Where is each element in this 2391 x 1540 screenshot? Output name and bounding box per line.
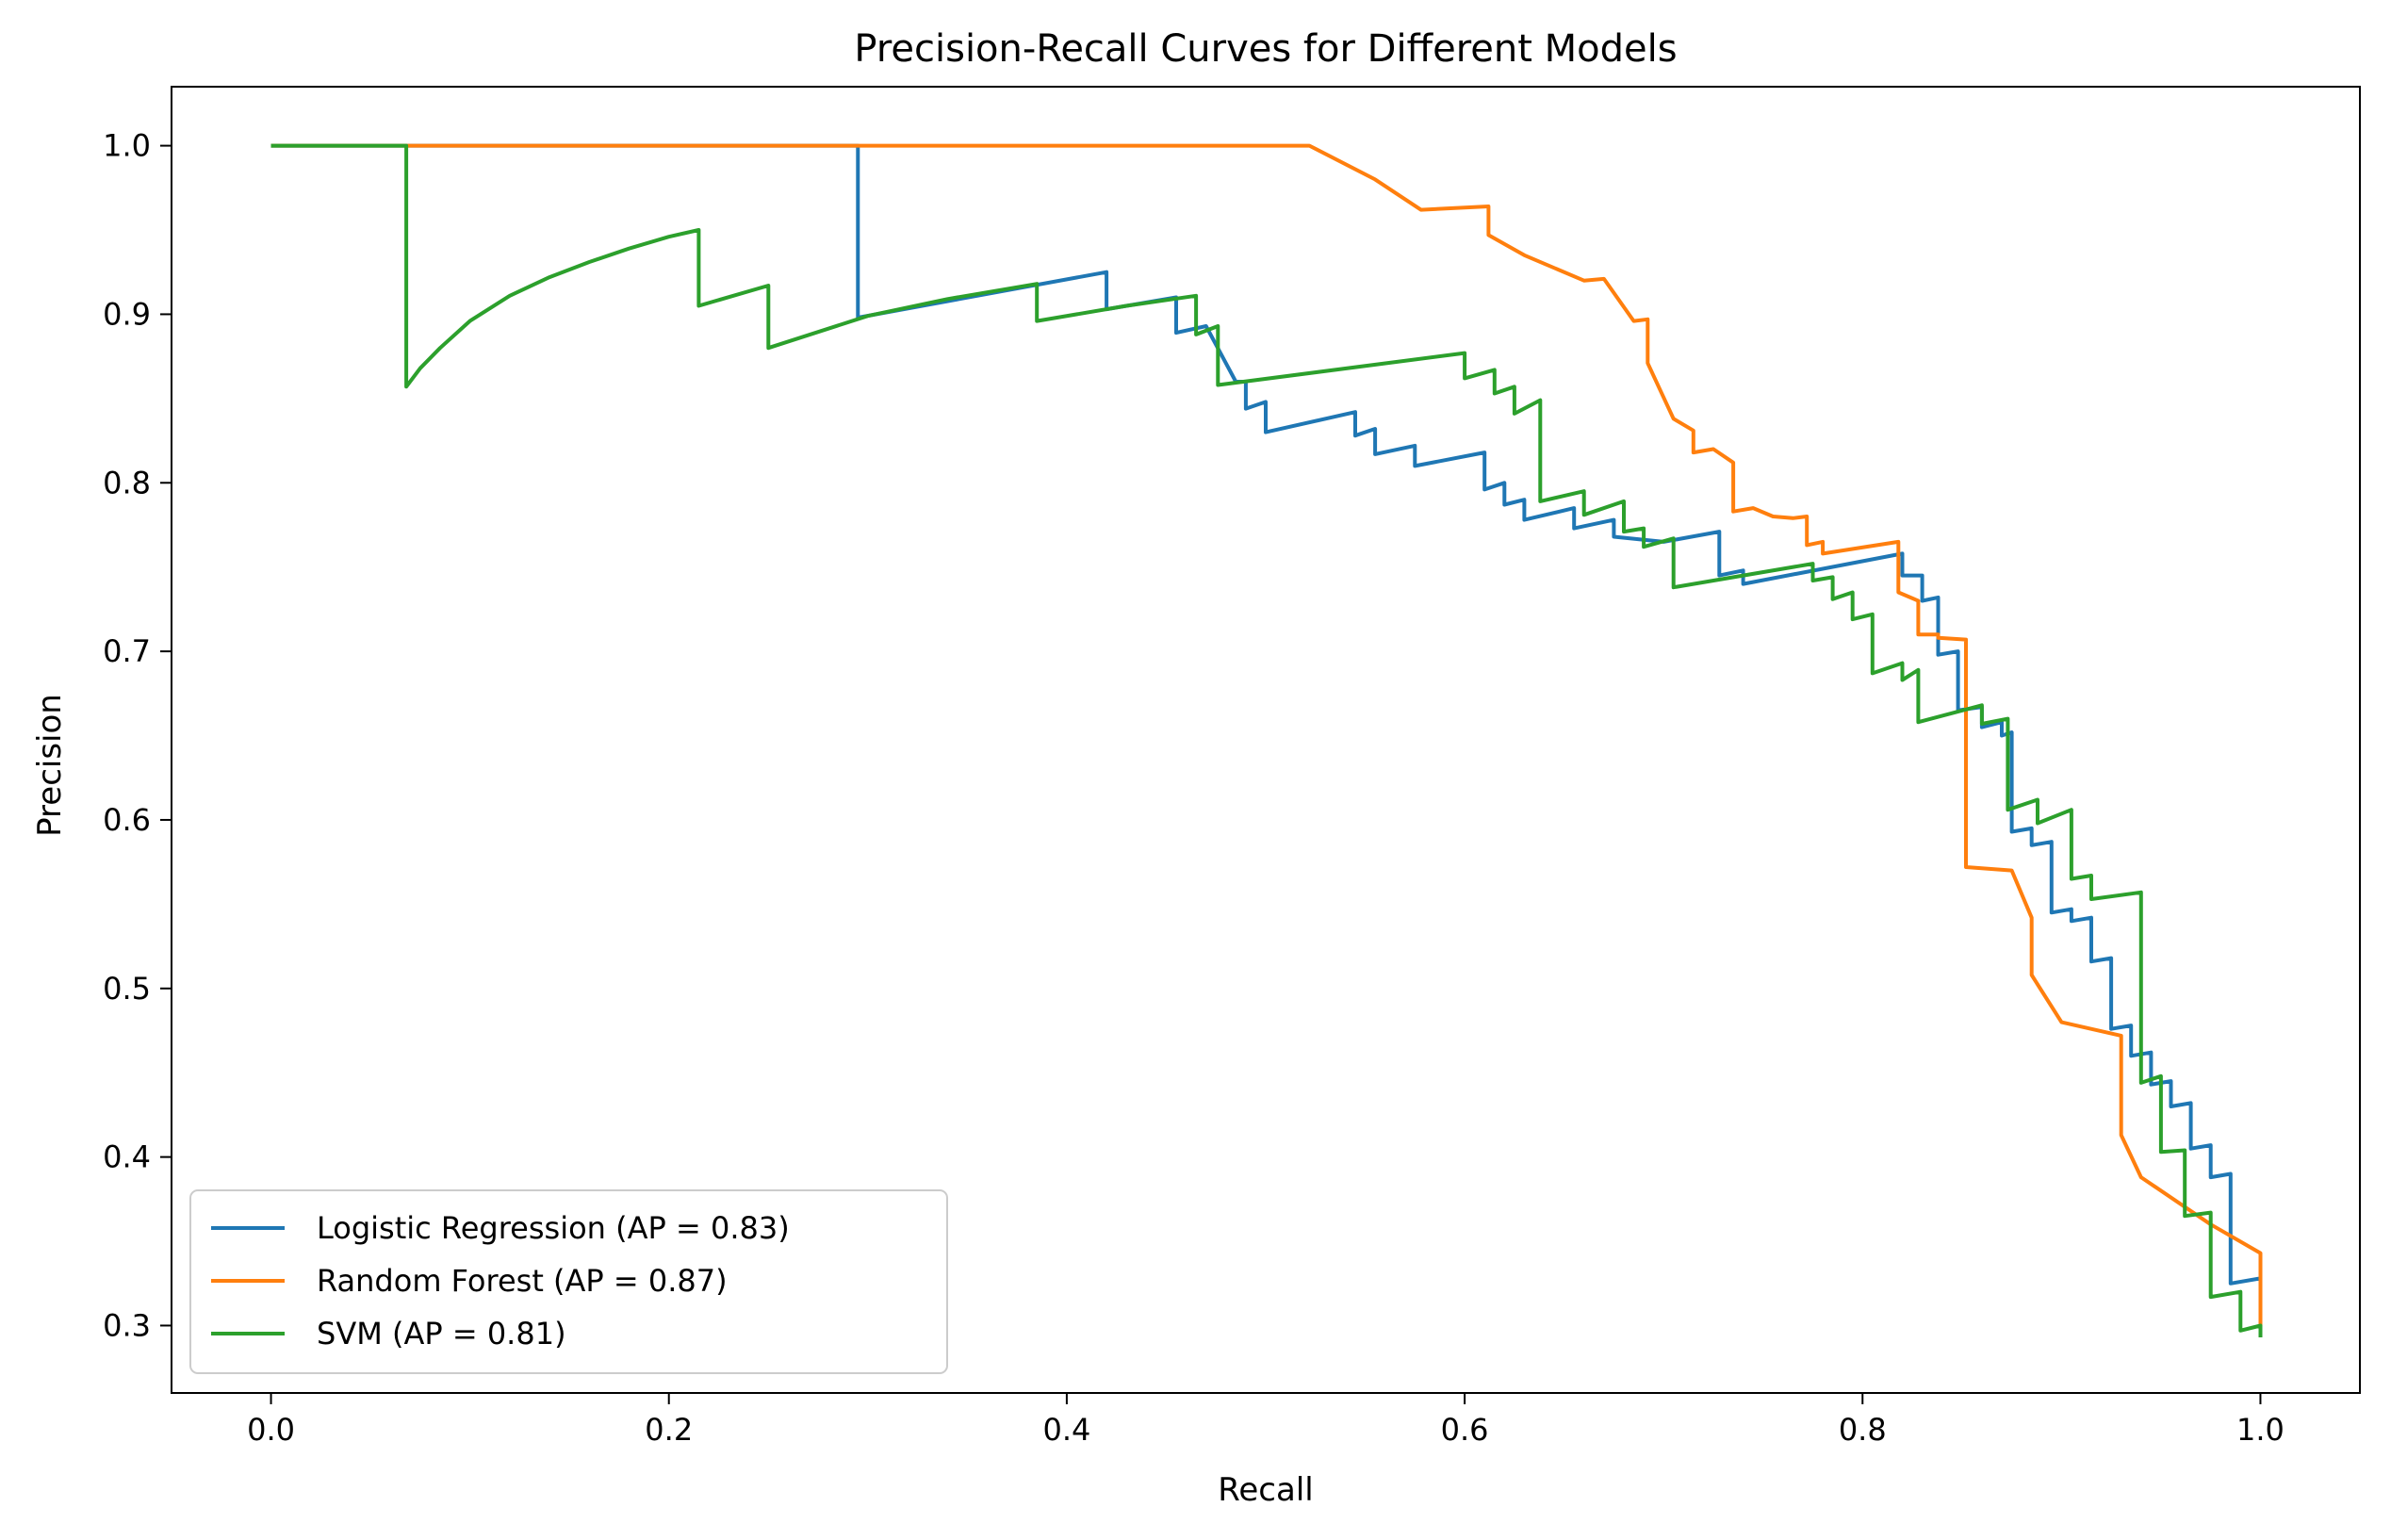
x-tick-label: 1.0	[2236, 1412, 2285, 1448]
legend-box	[189, 1189, 948, 1374]
x-tick-label: 0.2	[645, 1412, 693, 1448]
legend: Logistic Regression (AP = 0.83) Random Fo…	[189, 1189, 948, 1374]
series-layer	[270, 143, 2263, 1337]
series-line-1	[270, 143, 2263, 1326]
series-line-2	[270, 143, 2263, 1337]
y-tick-label: 0.5	[103, 971, 151, 1007]
y-tick-label: 0.3	[103, 1307, 151, 1343]
y-tick-label: 0.9	[103, 296, 151, 332]
series-line-0	[270, 143, 2263, 1326]
x-tick-label: 0.8	[1839, 1412, 1887, 1448]
legend-label-2: SVM (AP = 0.81)	[317, 1316, 566, 1352]
y-tick-label: 0.7	[103, 633, 151, 669]
y-tick-label: 0.8	[103, 465, 151, 500]
x-axis: 0.0 0.2 0.4 0.6 0.8 1.0	[247, 1393, 2285, 1448]
plot-area-frame	[171, 86, 2361, 1394]
y-axis-label: Precision	[31, 694, 69, 837]
y-tick-label: 0.6	[103, 802, 151, 838]
x-tick-label: 0.4	[1042, 1412, 1090, 1448]
legend-label-0: Logistic Regression (AP = 0.83)	[317, 1210, 790, 1246]
x-tick-label: 0.0	[247, 1412, 295, 1448]
y-tick-label: 1.0	[103, 128, 151, 164]
legend-label-1: Random Forest (AP = 0.87)	[317, 1263, 728, 1299]
chart-title: Precision-Recall Curves for Different Mo…	[854, 27, 1677, 71]
x-tick-label: 0.6	[1441, 1412, 1489, 1448]
y-tick-label: 0.4	[103, 1139, 151, 1175]
y-axis: 0.3 0.4 0.5 0.6 0.7 0.8 0.9 1.0	[103, 128, 172, 1343]
x-axis-label: Recall	[1218, 1471, 1313, 1509]
